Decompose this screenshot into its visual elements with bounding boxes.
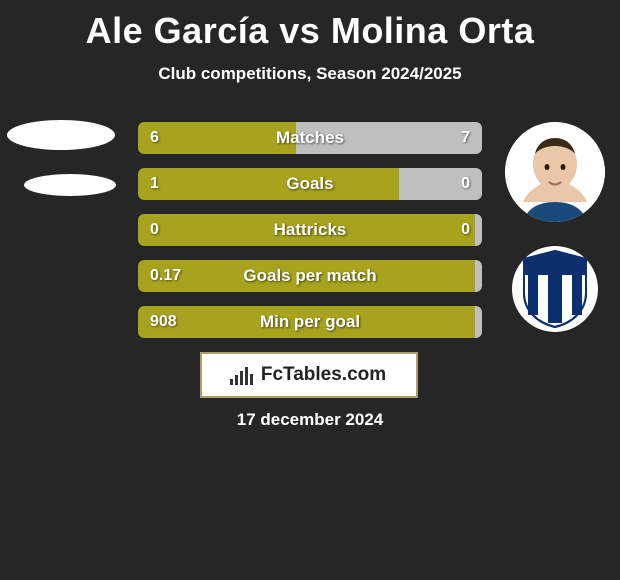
logo-bar [235, 375, 238, 385]
stat-row-matches: 6 Matches 7 [138, 122, 482, 154]
stat-bar-right [475, 306, 482, 338]
logo-bar [250, 374, 253, 385]
stat-value-left: 0.17 [150, 260, 181, 292]
stats-container: 6 Matches 7 1 Goals 0 0 Hattricks 0 0.17… [138, 122, 482, 338]
right-avatar-column [500, 122, 610, 332]
stat-row-goals: 1 Goals 0 [138, 168, 482, 200]
stat-value-left: 1 [150, 168, 159, 200]
stat-value-left: 6 [150, 122, 159, 154]
stat-bar-left [138, 168, 399, 200]
comparison-title: Ale García vs Molina Orta [0, 0, 620, 52]
player2-photo [505, 122, 605, 222]
stat-value-right: 0 [461, 214, 470, 246]
fctables-brand-text: FcTables.com [259, 364, 388, 386]
stat-bar-left [138, 122, 296, 154]
player2-club-badge [512, 246, 598, 332]
left-avatar-column [6, 120, 116, 196]
stat-row-min-per-goal: 908 Min per goal [138, 306, 482, 338]
shield-icon [520, 249, 590, 329]
logo-bar [240, 371, 243, 385]
player1-club-placeholder [24, 174, 116, 196]
stat-bar-right [296, 122, 482, 154]
stat-bar-left [138, 306, 475, 338]
stat-bar-left [138, 260, 475, 292]
stat-value-right: 0 [461, 168, 470, 200]
stat-bar-right [475, 260, 482, 292]
logo-bar [230, 379, 233, 385]
stat-value-right: 7 [461, 122, 470, 154]
date-text: 17 december 2024 [0, 410, 620, 430]
player2-name: Molina Orta [331, 10, 535, 51]
stat-row-goals-per-match: 0.17 Goals per match [138, 260, 482, 292]
subtitle: Club competitions, Season 2024/2025 [0, 64, 620, 84]
stat-value-left: 0 [150, 214, 159, 246]
logo-bar [245, 367, 248, 385]
stat-row-hattricks: 0 Hattricks 0 [138, 214, 482, 246]
vs-text: vs [279, 10, 320, 51]
stat-bar-left [138, 214, 475, 246]
stat-value-left: 908 [150, 306, 177, 338]
player1-name: Ale García [86, 10, 269, 51]
fctables-logo-icon [230, 365, 253, 385]
stat-bar-right [475, 214, 482, 246]
fctables-branding-box: FcTables.com [200, 352, 418, 398]
headshot-icon [505, 122, 605, 222]
fctables-inner: FcTables.com [202, 354, 416, 396]
player1-photo-placeholder [7, 120, 115, 150]
